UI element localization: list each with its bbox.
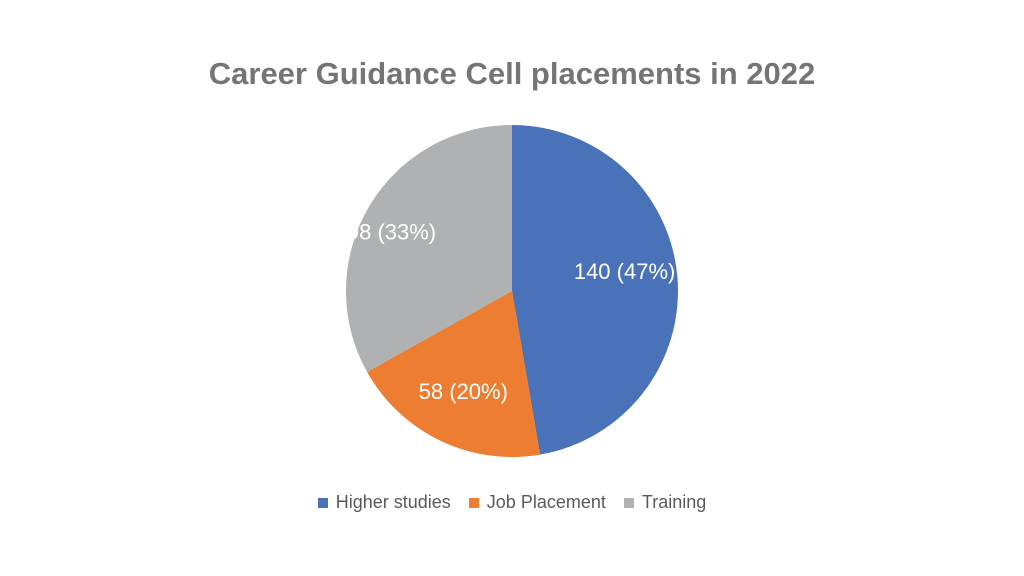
chart-title: Career Guidance Cell placements in 2022 [208,56,816,91]
pie-slice-training [345,124,512,372]
legend-label-job-placement: Job Placement [486,492,606,512]
legend-label-higher-studies: Higher studies [335,492,451,512]
legend-item-higher-studies: Higher studies [317,492,451,513]
data-label-job-placement: 58 (20%) [419,379,508,404]
data-label-training: 98 (33%) [347,220,436,245]
legend-label-training: Training [641,492,707,512]
legend-swatch-higher-studies [317,497,328,508]
data-label-higher-studies: 140 (47%) [574,259,676,284]
legend-item-job-placement: Job Placement [468,492,606,513]
pie-slice-job-placement [367,291,541,457]
legend-swatch-training [623,497,634,508]
legend-item-training: Training [623,492,707,513]
legend-swatch-job-placement [468,497,479,508]
pie-slice-higher-studies [512,125,678,455]
legend: Higher studies Job Placement Training [0,492,1024,513]
